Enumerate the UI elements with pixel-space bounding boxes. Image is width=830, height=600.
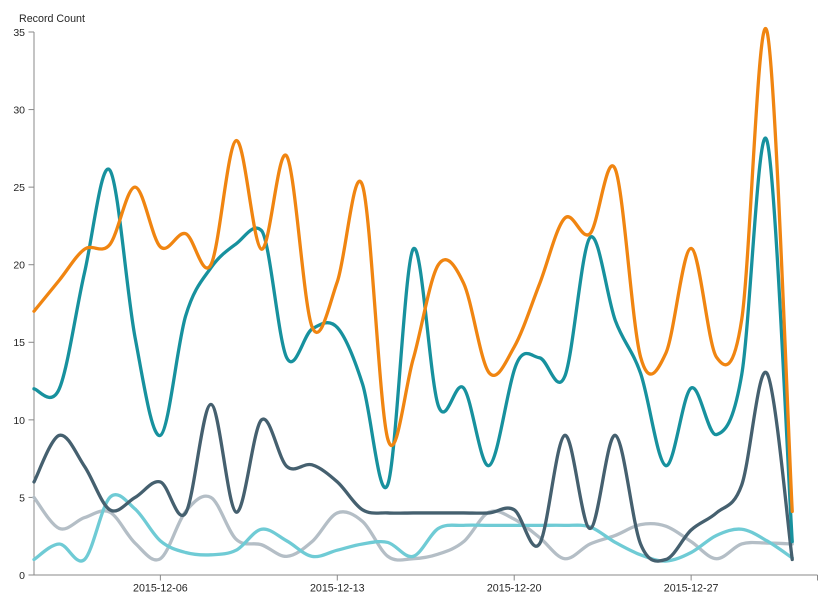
svg-text:30: 30 [13, 104, 25, 116]
svg-text:2015-12-13: 2015-12-13 [310, 583, 365, 595]
svg-text:Record Count: Record Count [19, 13, 85, 25]
svg-text:0: 0 [19, 570, 25, 582]
svg-text:25: 25 [13, 182, 25, 194]
svg-text:35: 35 [13, 27, 25, 39]
svg-text:20: 20 [13, 260, 25, 272]
svg-text:5: 5 [19, 492, 25, 504]
svg-text:15: 15 [13, 337, 25, 349]
svg-text:2015-12-06: 2015-12-06 [133, 583, 188, 595]
svg-text:10: 10 [13, 415, 25, 427]
svg-text:2015-12-20: 2015-12-20 [487, 583, 542, 595]
svg-text:2015-12-27: 2015-12-27 [664, 583, 719, 595]
